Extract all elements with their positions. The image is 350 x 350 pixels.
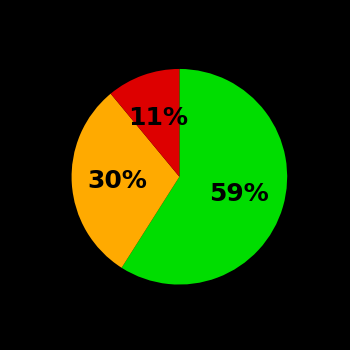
Wedge shape <box>121 69 287 285</box>
Text: 30%: 30% <box>87 169 147 193</box>
Wedge shape <box>72 94 179 268</box>
Wedge shape <box>111 69 180 177</box>
Text: 11%: 11% <box>128 106 188 130</box>
Text: 59%: 59% <box>210 182 269 206</box>
